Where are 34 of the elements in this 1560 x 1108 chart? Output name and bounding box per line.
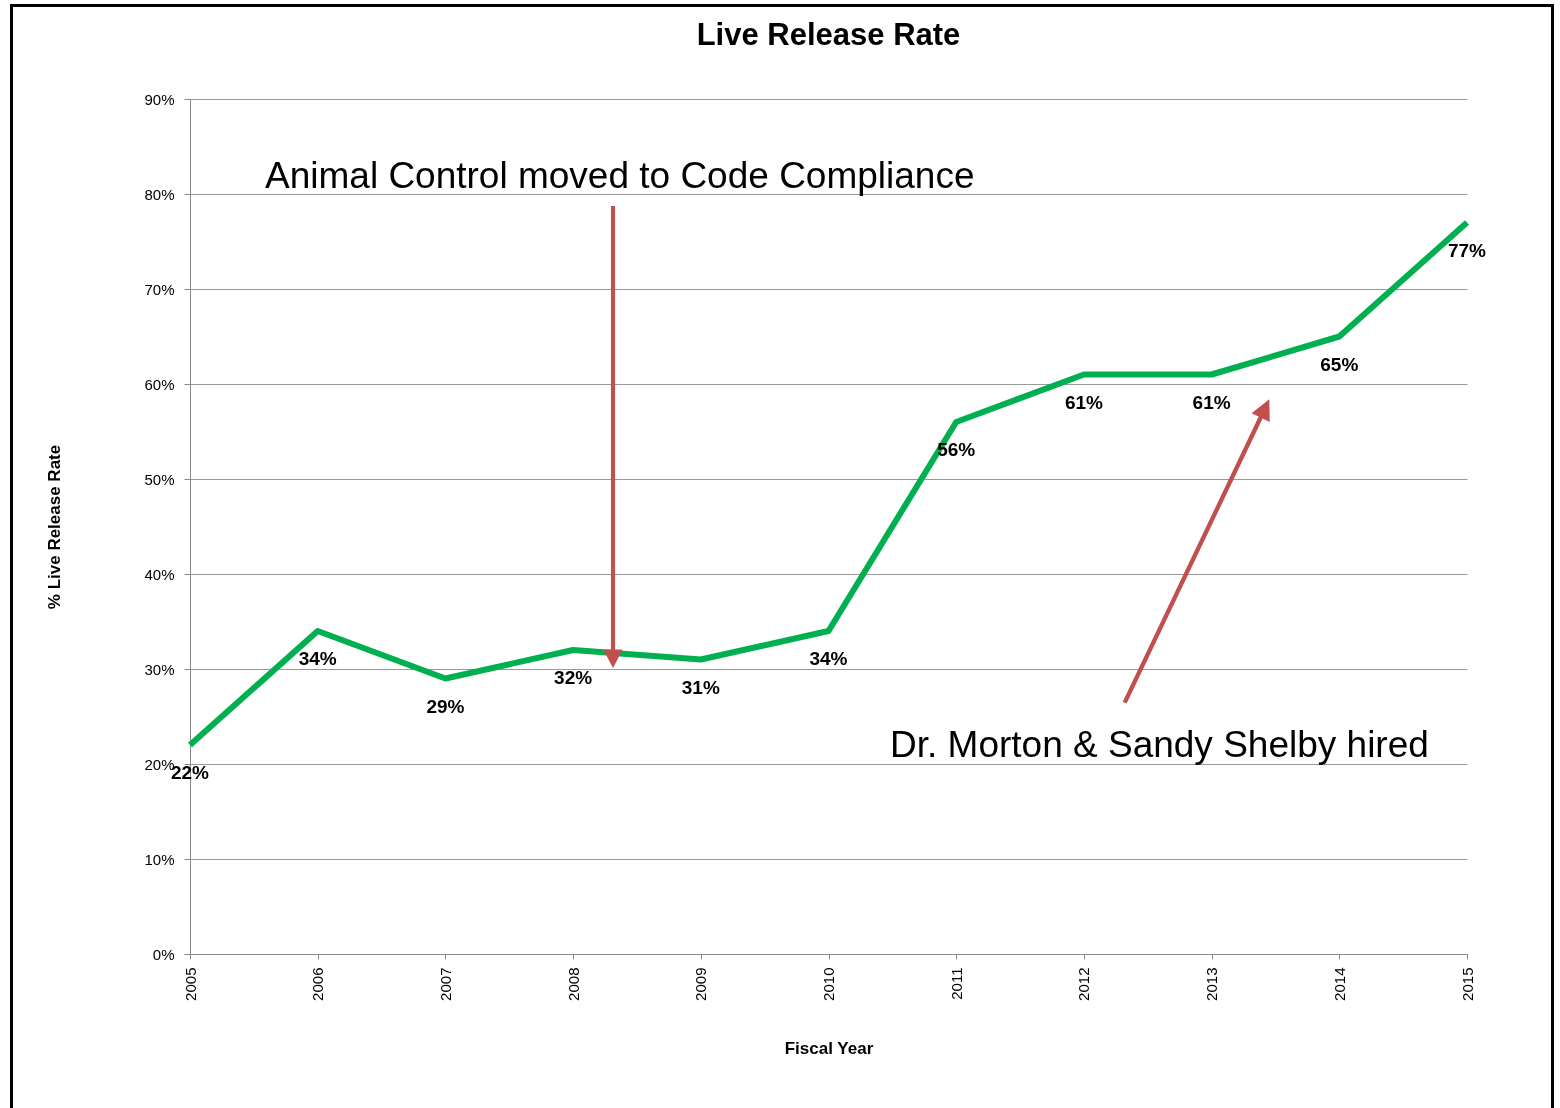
x-tick-label: 2005 xyxy=(181,967,199,1001)
x-tick-label: 2009 xyxy=(692,967,710,1001)
y-tick-label: 70% xyxy=(144,280,175,298)
y-tick-label: 60% xyxy=(144,375,175,393)
x-tick-label: 2008 xyxy=(564,967,582,1001)
x-tick-label: 2011 xyxy=(947,967,965,1000)
data-label: 77% xyxy=(1447,239,1487,261)
data-label: 32% xyxy=(554,667,593,688)
y-tick-label: 80% xyxy=(144,185,175,203)
data-label: 61% xyxy=(1192,391,1231,413)
y-tick-label: 50% xyxy=(144,470,175,488)
x-tick-label: 2007 xyxy=(436,967,454,1001)
chart-title: Live Release Rate xyxy=(696,17,961,52)
data-label: 31% xyxy=(681,676,720,698)
x-tick-label: 2014 xyxy=(1330,967,1348,1001)
data-label: 65% xyxy=(1320,353,1359,375)
x-tick-label: 2010 xyxy=(820,967,837,1001)
x-tick-label: 2006 xyxy=(309,967,327,1001)
x-tick-label: 2015 xyxy=(1458,967,1476,1001)
y-axis-title: % Live Release Rate xyxy=(45,444,65,610)
data-label: 34% xyxy=(298,648,337,669)
x-tick-label: 2012 xyxy=(1075,967,1093,1001)
data-label: 34% xyxy=(809,648,848,669)
data-label: 61% xyxy=(1064,391,1104,413)
y-tick-label: 10% xyxy=(144,850,175,868)
y-tick-label: 0% xyxy=(152,945,175,963)
y-tick-label: 30% xyxy=(144,660,175,678)
x-axis-title: Fiscal Year xyxy=(784,1038,874,1058)
x-tick-label: 2013 xyxy=(1203,967,1221,1001)
y-tick-label: 90% xyxy=(144,90,175,108)
data-label: 29% xyxy=(426,695,465,717)
y-tick-label: 40% xyxy=(144,565,175,583)
annotation: Dr. Morton & Sandy Shelby hired xyxy=(890,724,1429,765)
annotation: Animal Control moved to Code Compliance xyxy=(265,155,975,196)
